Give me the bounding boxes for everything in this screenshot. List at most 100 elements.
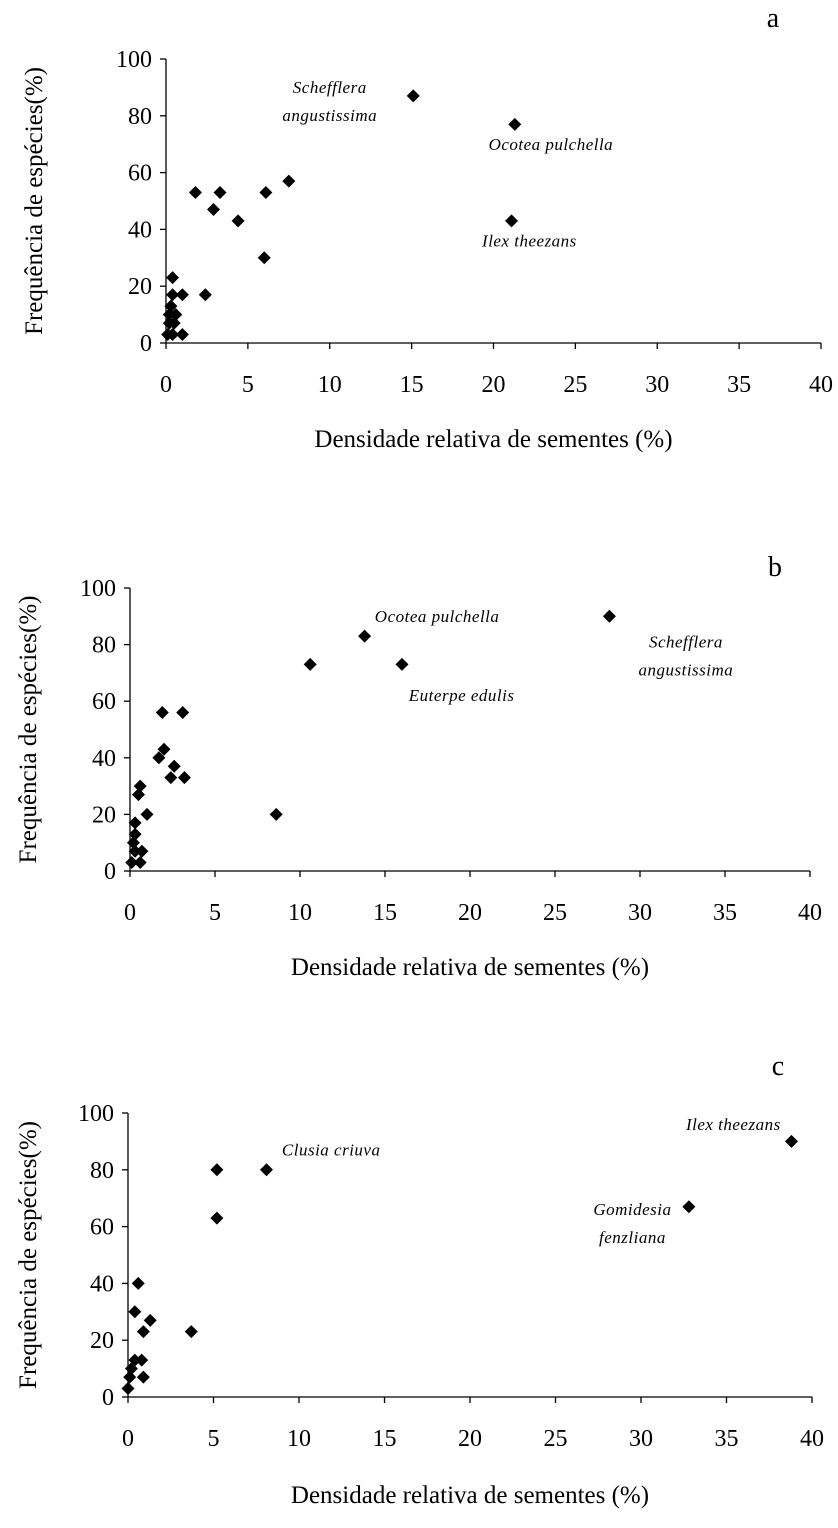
data-point-diamond bbox=[143, 1313, 157, 1327]
panel-letter: c bbox=[772, 1051, 784, 1082]
x-tick-label: 25 bbox=[544, 1426, 568, 1452]
data-point-diamond bbox=[213, 185, 227, 199]
data-point-diamond bbox=[140, 807, 154, 821]
data-point-diamond bbox=[406, 89, 420, 103]
data-point-diamond bbox=[505, 214, 519, 228]
y-axis-title: Frequência de espécies(%) bbox=[21, 67, 48, 335]
x-tick-label: 5 bbox=[209, 900, 221, 926]
panel-letter: b bbox=[768, 552, 782, 583]
x-tick-label: 10 bbox=[287, 1426, 311, 1452]
species-annotation: Ilex theezans bbox=[481, 231, 577, 250]
x-tick-label: 40 bbox=[809, 372, 833, 398]
species-annotation: Euterpe edulis bbox=[408, 686, 515, 705]
species-annotation-line: Schefflera bbox=[649, 632, 723, 651]
data-point-diamond bbox=[395, 657, 409, 671]
data-point-diamond bbox=[166, 327, 180, 341]
species-annotation-line: Ocotea pulchella bbox=[489, 135, 614, 154]
data-point-diamond bbox=[176, 706, 190, 720]
y-tick-label: 100 bbox=[78, 1101, 114, 1127]
y-tick-label: 20 bbox=[90, 1328, 114, 1354]
data-point-diamond bbox=[128, 827, 142, 841]
x-tick-label: 35 bbox=[713, 900, 737, 926]
data-point-diamond bbox=[231, 214, 245, 228]
x-tick-label: 0 bbox=[124, 900, 136, 926]
data-point-diamond bbox=[166, 288, 180, 302]
x-tick-label: 20 bbox=[458, 1426, 482, 1452]
data-point-diamond bbox=[128, 1305, 142, 1319]
chart-panel-a: 0 20 40 60 80 100 0 5 10 15 20 25 30 35 40 Densidade re… bbox=[21, 3, 833, 453]
y-tick-label: 40 bbox=[92, 746, 116, 772]
y-tick-label: 60 bbox=[92, 689, 116, 715]
y-tick-label: 80 bbox=[128, 104, 152, 130]
x-tick-label: 0 bbox=[122, 1426, 134, 1452]
data-point-diamond bbox=[128, 816, 142, 830]
x-tick-label: 25 bbox=[563, 372, 587, 398]
data-point-diamond bbox=[269, 807, 283, 821]
data-point-diamond bbox=[164, 299, 178, 313]
y-tick-label: 60 bbox=[90, 1215, 114, 1241]
x-axis-title: Densidade relativa de sementes (%) bbox=[314, 426, 672, 453]
y-axis-title: Frequência de espécies(%) bbox=[15, 596, 42, 864]
y-tick-label: 20 bbox=[128, 274, 152, 300]
data-point-diamond bbox=[184, 1325, 198, 1339]
data-point-diamond bbox=[121, 1381, 135, 1395]
y-tick-label: 0 bbox=[102, 1385, 114, 1411]
chart-panel-c: 0 20 40 60 80 100 0 5 10 15 20 25 30 35 40 Densidade re… bbox=[15, 1051, 824, 1509]
data-point-diamond bbox=[135, 844, 149, 858]
data-point-diamond bbox=[259, 185, 273, 199]
data-point-diamond bbox=[175, 327, 189, 341]
data-point-diamond bbox=[260, 1163, 274, 1177]
data-point-diamond bbox=[508, 117, 522, 131]
data-point-diamond bbox=[132, 788, 145, 802]
species-annotation-line: Ocotea pulchella bbox=[375, 607, 500, 626]
species-annotation: Ocotea pulchella bbox=[375, 607, 500, 626]
data-point-diamond bbox=[128, 844, 142, 858]
y-tick-label: 0 bbox=[104, 859, 116, 885]
x-tick-label: 30 bbox=[628, 900, 652, 926]
species-annotation-line: Ilex theezans bbox=[481, 231, 577, 250]
y-tick-label: 100 bbox=[80, 576, 116, 602]
species-annotation-line: Clusia criuva bbox=[282, 1141, 381, 1160]
x-tick-label: 40 bbox=[798, 900, 822, 926]
x-tick-label: 30 bbox=[629, 1426, 653, 1452]
x-tick-label: 5 bbox=[208, 1426, 220, 1452]
x-tick-label: 10 bbox=[318, 372, 342, 398]
species-annotation: Clusia criuva bbox=[282, 1141, 381, 1160]
data-point-diamond bbox=[210, 1163, 224, 1177]
data-point-diamond bbox=[162, 308, 176, 322]
species-annotation: Ilex theezans bbox=[685, 1115, 781, 1134]
x-tick-label: 40 bbox=[800, 1426, 824, 1452]
data-point-diamond bbox=[123, 1370, 137, 1384]
species-annotation-line: Gomidesia bbox=[593, 1200, 671, 1219]
x-axis-title: Densidade relativa de sementes (%) bbox=[291, 954, 649, 981]
data-point-diamond bbox=[210, 1211, 224, 1225]
x-tick-label: 15 bbox=[373, 900, 397, 926]
y-tick-label: 100 bbox=[116, 47, 152, 73]
species-annotation: Ocotea pulchella bbox=[489, 135, 614, 154]
data-point-diamond bbox=[169, 308, 183, 322]
y-tick-label: 80 bbox=[90, 1158, 114, 1184]
data-point-diamond bbox=[188, 185, 202, 199]
x-tick-label: 20 bbox=[458, 900, 482, 926]
species-annotation-line: fenzliana bbox=[599, 1228, 666, 1247]
species-annotation: Schefflera angustissima bbox=[282, 78, 377, 125]
x-tick-label: 25 bbox=[543, 900, 567, 926]
data-point-diamond bbox=[167, 316, 181, 330]
data-point-diamond bbox=[155, 706, 169, 720]
y-tick-label: 40 bbox=[90, 1271, 114, 1297]
data-point-diamond bbox=[206, 203, 220, 217]
x-tick-label: 35 bbox=[727, 372, 751, 398]
y-axis-title: Frequência de espécies(%) bbox=[15, 1121, 42, 1389]
data-point-diamond bbox=[133, 856, 147, 870]
species-annotation-line: Ilex theezans bbox=[685, 1115, 781, 1134]
x-tick-label: 35 bbox=[715, 1426, 739, 1452]
data-point-diamond bbox=[175, 288, 189, 302]
data-point-diamond bbox=[282, 174, 296, 188]
y-tick-label: 0 bbox=[140, 331, 152, 357]
data-point-diamond bbox=[131, 1276, 145, 1290]
data-point-diamond bbox=[602, 609, 616, 623]
data-point-diamond bbox=[136, 1325, 150, 1339]
x-tick-label: 15 bbox=[400, 372, 424, 398]
data-point-diamond bbox=[136, 1370, 150, 1384]
